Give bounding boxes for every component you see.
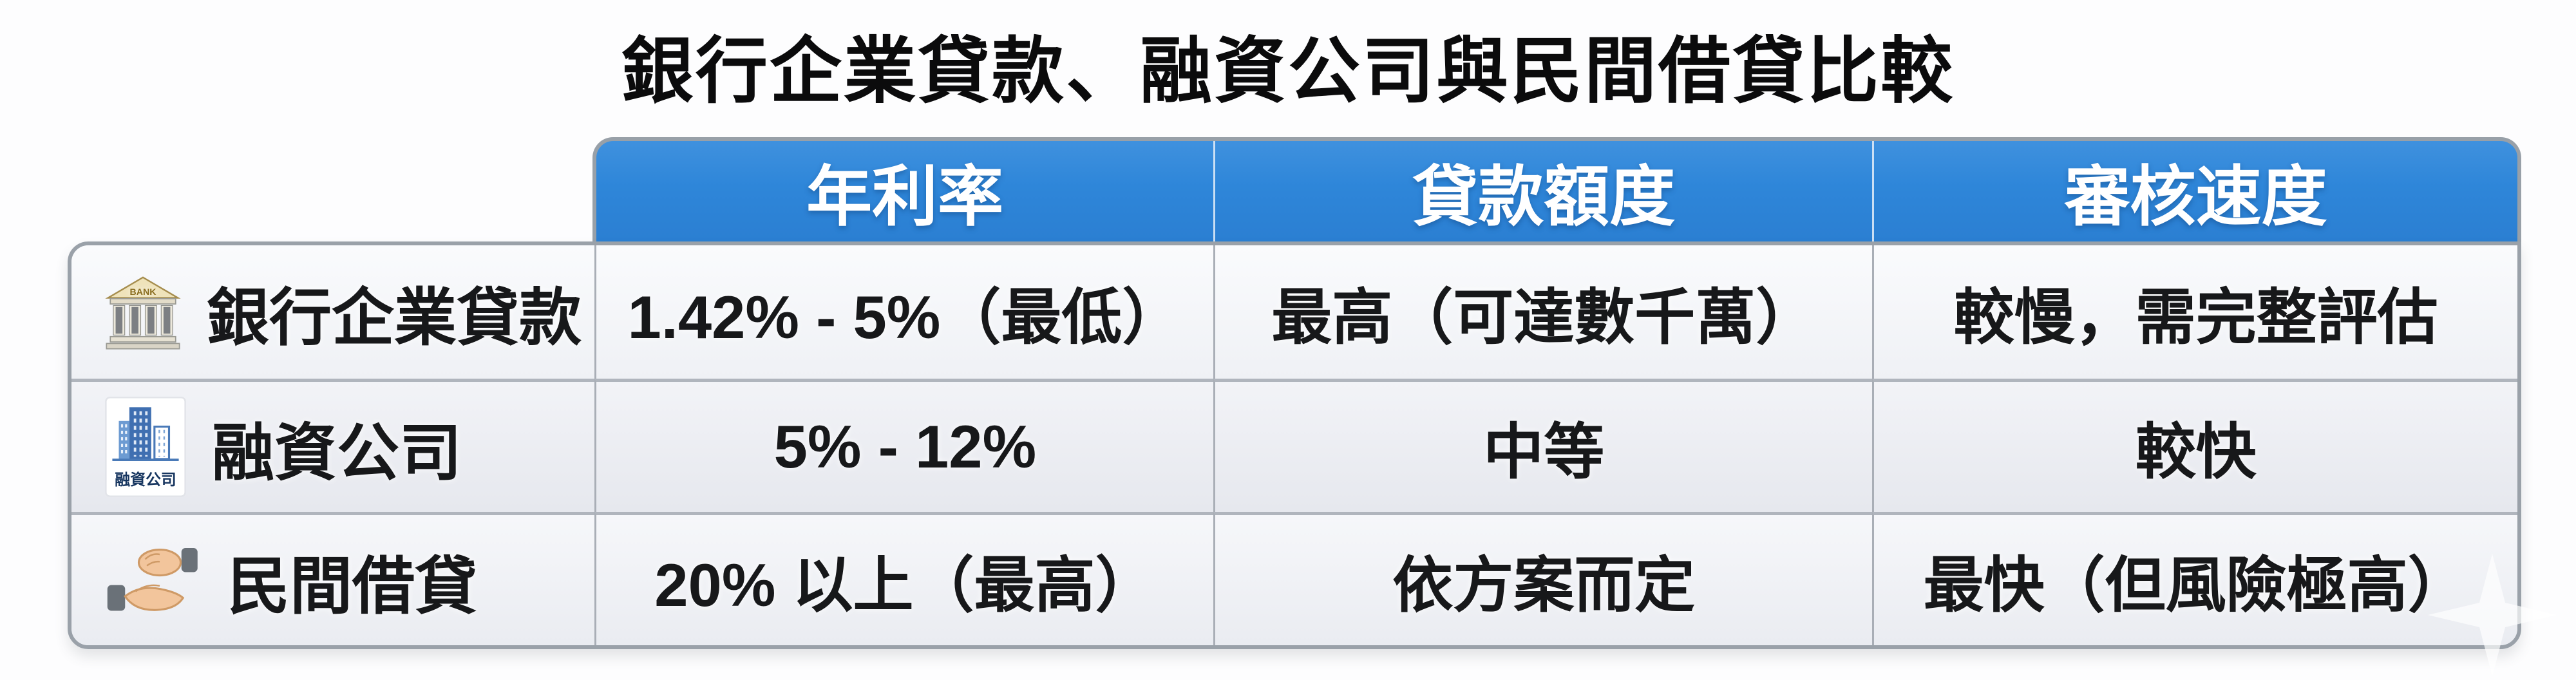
table-header-row: 年利率 貸款額度 審核速度 <box>592 137 2521 241</box>
row-label: 銀行企業貸款 <box>207 283 582 353</box>
table-row-label-private-lending: 民間借貸 <box>71 512 595 645</box>
comparison-table: 年利率 貸款額度 審核速度 BANK <box>68 137 2521 649</box>
cell-private-annual-rate: 20% 以上（最高） <box>594 512 1214 645</box>
table-row-label-finance-company: 融資公司 融資公司 <box>71 379 595 512</box>
cell-finance-annual-rate: 5% - 12% <box>594 379 1214 512</box>
cell-finance-loan-amount: 中等 <box>1213 379 1873 512</box>
cell-bank-loan-amount: 最高（可達數千萬） <box>1213 245 1873 379</box>
column-header-annual-rate: 年利率 <box>806 160 1004 234</box>
bank-icon: BANK <box>105 274 181 350</box>
table-body: BANK 銀行企業貸款 1.42 <box>68 241 2521 649</box>
finance-company-icon-caption: 融資公司 <box>115 471 176 489</box>
cell-bank-review-speed: 較慢，需完整評估 <box>1872 245 2517 379</box>
column-header-review-speed: 審核速度 <box>1872 141 2517 241</box>
cell-finance-review-speed: 較快 <box>1872 379 2517 512</box>
row-label: 融資公司 <box>212 417 462 488</box>
cell-bank-annual-rate: 1.42% - 5%（最低） <box>594 245 1214 379</box>
finance-company-icon: 融資公司 <box>105 397 186 497</box>
column-header-loan-amount: 貸款額度 <box>1213 141 1872 241</box>
bank-icon-text: BANK <box>130 287 157 297</box>
row-label: 民間借貸 <box>227 551 477 621</box>
cell-private-loan-amount: 依方案而定 <box>1213 512 1873 645</box>
cell-private-review-speed: 最快（但風險極高） <box>1872 512 2517 645</box>
page-title: 銀行企業貸款、融資公司與民間借貸比較 <box>621 31 1955 111</box>
hands-exchange-icon <box>105 539 202 621</box>
table-row-label-bank-loan: BANK 銀行企業貸款 <box>71 245 595 379</box>
